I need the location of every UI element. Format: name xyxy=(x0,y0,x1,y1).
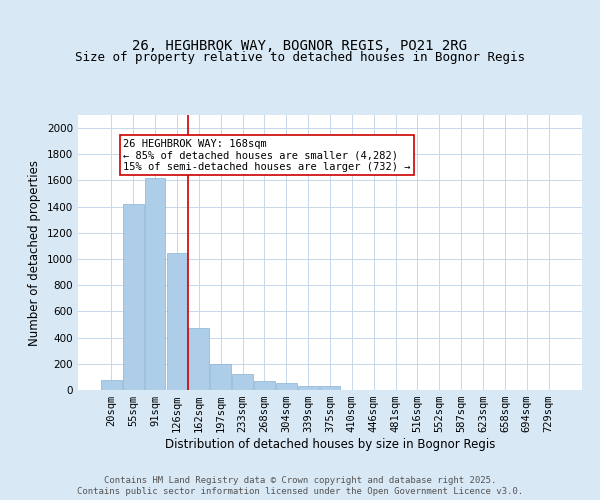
X-axis label: Distribution of detached houses by size in Bognor Regis: Distribution of detached houses by size … xyxy=(165,438,495,451)
Text: 26, HEGHBROK WAY, BOGNOR REGIS, PO21 2RG: 26, HEGHBROK WAY, BOGNOR REGIS, PO21 2RG xyxy=(133,38,467,52)
Text: 26 HEGHBROK WAY: 168sqm
← 85% of detached houses are smaller (4,282)
15% of semi: 26 HEGHBROK WAY: 168sqm ← 85% of detache… xyxy=(124,138,411,172)
Bar xyxy=(254,382,275,390)
Bar xyxy=(276,384,296,390)
Y-axis label: Number of detached properties: Number of detached properties xyxy=(28,160,41,346)
Text: Contains HM Land Registry data © Crown copyright and database right 2025.: Contains HM Land Registry data © Crown c… xyxy=(104,476,496,485)
Bar xyxy=(210,364,231,390)
Bar xyxy=(167,252,187,390)
Text: Size of property relative to detached houses in Bognor Regis: Size of property relative to detached ho… xyxy=(75,51,525,64)
Bar xyxy=(101,380,122,390)
Bar xyxy=(145,178,166,390)
Text: Contains public sector information licensed under the Open Government Licence v3: Contains public sector information licen… xyxy=(77,487,523,496)
Bar xyxy=(123,204,143,390)
Bar xyxy=(320,386,340,390)
Bar xyxy=(298,386,319,390)
Bar xyxy=(232,374,253,390)
Bar xyxy=(188,328,209,390)
